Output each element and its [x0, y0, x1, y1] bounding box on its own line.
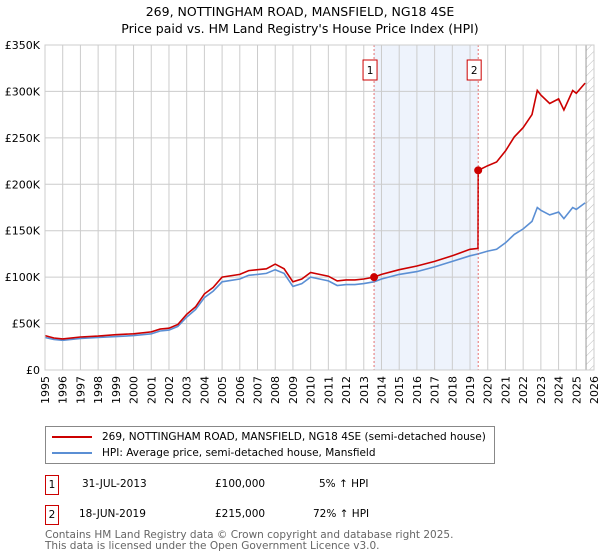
property-price-line: [44, 82, 586, 340]
legend-hpi-label: HPI: Average price, semi-detached house,…: [102, 447, 376, 459]
sale-row: 1 31-JUL-2013 £100,000 5% ↑ HPI: [45, 475, 545, 495]
x-tick-label: 2013: [358, 376, 371, 404]
y-tick-label: £100K: [5, 271, 41, 284]
sale-point: [370, 273, 379, 282]
x-tick-label: 2020: [482, 376, 495, 404]
x-tick-label: 2011: [322, 376, 335, 404]
forecast-hatch: [586, 45, 594, 370]
x-tick-label: 2017: [429, 376, 442, 404]
x-tick-label: 2006: [234, 376, 247, 404]
sale-point: [474, 166, 483, 175]
sale-badge: 1: [45, 475, 59, 495]
x-tick-label: 2025: [570, 376, 583, 404]
y-tick-label: £150K: [5, 225, 41, 238]
chart-title-address: 269, NOTTINGHAM ROAD, MANSFIELD, NG18 4S…: [145, 4, 455, 19]
legend: 269, NOTTINGHAM ROAD, MANSFIELD, NG18 4S…: [45, 426, 495, 464]
sale-price: £215,000: [215, 508, 266, 520]
x-tick-label: 2018: [446, 376, 459, 404]
legend-property-swatch: [52, 436, 92, 438]
y-tick-label: £50K: [12, 318, 41, 331]
x-tick-label: 2000: [128, 376, 141, 404]
legend-property-label: 269, NOTTINGHAM ROAD, MANSFIELD, NG18 4S…: [102, 431, 486, 443]
price-chart: 1 2 1995 1996 1997 1998 1999 2000 2001 2002 2003 20…: [5, 39, 600, 404]
sale-hpi-diff: 72% ↑ HPI: [313, 508, 370, 520]
sale-marker-badge: [466, 59, 482, 81]
x-tick-label: 1995: [39, 376, 52, 404]
x-tick-label: 2024: [553, 376, 566, 404]
legend-hpi-swatch: [52, 452, 92, 454]
x-tick-label: 2008: [269, 376, 282, 404]
y-tick-label: £250K: [5, 132, 41, 145]
x-tick-label: 1996: [57, 376, 70, 404]
plot-frame: [44, 44, 595, 371]
x-tick-label: 2026: [588, 376, 600, 404]
sale-date: 18-JUN-2019: [79, 508, 146, 520]
y-tick-label: £300K: [5, 85, 41, 98]
x-tick-label: 2022: [517, 376, 530, 404]
footer-line: This data is licensed under the Open Gov…: [45, 540, 380, 552]
x-tick-label: 2019: [464, 376, 477, 404]
sale-row: 2 18-JUN-2019 £215,000 72% ↑ HPI: [45, 505, 545, 525]
chart-subtitle: Price paid vs. HM Land Registry's House …: [121, 21, 479, 36]
sale-price: £100,000: [215, 478, 266, 490]
footer-line: Contains HM Land Registry data © Crown c…: [45, 529, 454, 541]
sale-hpi-diff: 5% ↑ HPI: [319, 478, 369, 490]
x-tick-label: 1997: [74, 376, 87, 404]
x-tick-label: 2002: [163, 376, 176, 404]
x-tick-label: 1998: [92, 376, 105, 404]
x-tick-label: 2009: [287, 376, 300, 404]
x-tick-label: 1999: [110, 376, 123, 404]
x-tick-label: 2005: [216, 376, 229, 404]
y-tick-label: £350K: [5, 39, 41, 52]
sale-date: 31-JUL-2013: [82, 478, 147, 490]
y-tick-label: £0: [26, 364, 40, 377]
sale-marker-label: 1: [367, 65, 374, 77]
footer-attribution: Contains HM Land Registry data © Crown c…: [45, 530, 453, 552]
x-tick-label: 2014: [375, 376, 388, 404]
x-tick-label: 2003: [181, 376, 194, 404]
hpi-line: [44, 202, 586, 342]
x-tick-label: 2015: [393, 376, 406, 404]
x-tick-label: 2010: [305, 376, 318, 404]
x-tick-label: 2016: [411, 376, 424, 404]
x-tick-label: 2012: [340, 376, 353, 404]
y-tick-label: £200K: [5, 178, 41, 191]
x-tick-label: 2023: [535, 376, 548, 404]
x-tick-label: 2004: [198, 376, 211, 404]
sale-marker-badge: [362, 59, 378, 81]
x-tick-label: 2007: [252, 376, 265, 404]
sale-period-shade: [374, 45, 479, 370]
sale-marker-label: 2: [471, 65, 478, 77]
sale-badge: 2: [45, 505, 59, 525]
x-tick-label: 2021: [499, 376, 512, 404]
x-tick-label: 2001: [145, 376, 158, 404]
